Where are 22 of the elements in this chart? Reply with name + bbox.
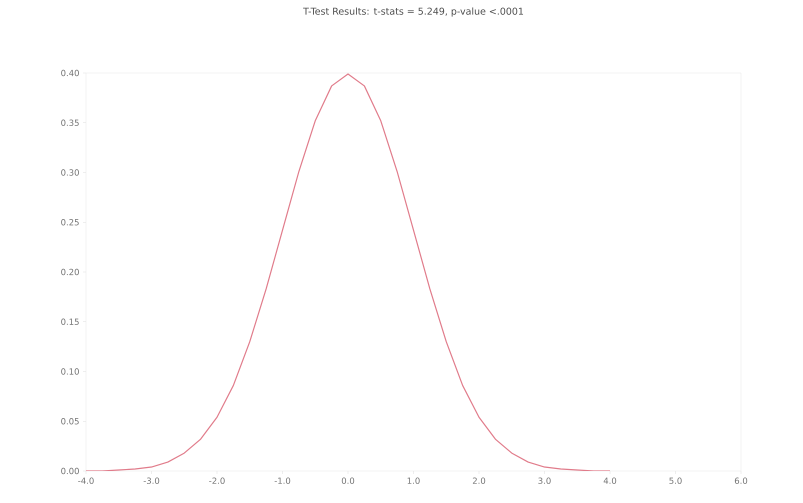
- x-tick-label: -2.0: [209, 478, 225, 484]
- y-tick-label: 0.25: [61, 219, 79, 226]
- chart-title: T-Test Results: t-stats = 5.249, p-value <.0001: [303, 7, 524, 17]
- y-tick-label: 0.30: [61, 169, 79, 176]
- y-tick-label: 0.10: [61, 368, 79, 375]
- x-tick-label: 2.0: [472, 478, 486, 484]
- y-tick-label: 0.40: [61, 70, 79, 76]
- line-series: [86, 73, 611, 471]
- y-tick-label: 0.35: [61, 120, 79, 126]
- x-tick-label: 4.0: [604, 478, 616, 484]
- x-tick-label: -1.0: [274, 478, 290, 484]
- y-tick-label: 0.20: [61, 268, 79, 276]
- y-tick-label: 0.00: [61, 468, 79, 474]
- x-tick-label: 3.0: [538, 478, 551, 484]
- y-tick-label: 0.05: [61, 418, 79, 424]
- x-tick-label: 6.0: [734, 478, 748, 484]
- x-tick-label: -4.0: [78, 478, 94, 484]
- x-tick-label: 1.0: [408, 478, 420, 484]
- y-tick-label: 0.15: [61, 318, 79, 325]
- x-tick-label: 0.0: [342, 478, 354, 484]
- x-tick-label: 5.0: [669, 478, 682, 484]
- x-tick-label: -3.0: [144, 478, 160, 484]
